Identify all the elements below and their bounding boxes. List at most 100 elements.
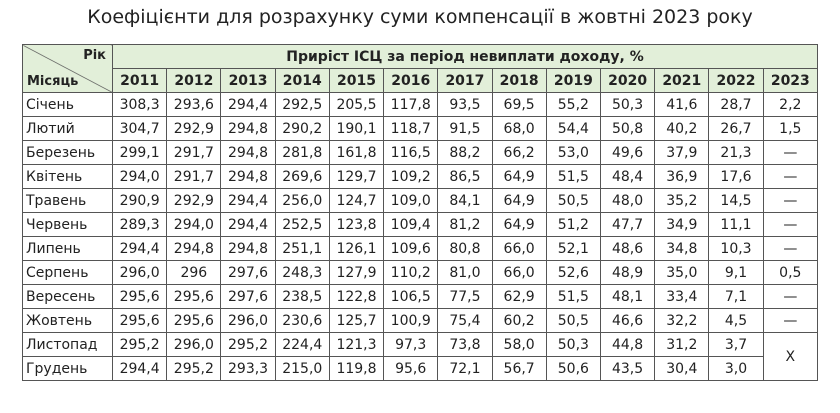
value-cell: 251,1 xyxy=(274,236,330,261)
value-cell: 109,6 xyxy=(383,236,439,261)
value-cell: 21,3 xyxy=(708,140,764,165)
value-cell: 294,4 xyxy=(220,212,276,237)
value-cell: 17,6 xyxy=(708,164,764,189)
value-cell: 294,0 xyxy=(111,164,168,189)
year-cell: 2015 xyxy=(328,68,385,93)
value-cell: 296,0 xyxy=(111,260,168,285)
value-cell: 47,7 xyxy=(599,212,656,237)
value-cell: 304,7 xyxy=(111,116,168,141)
value-cell: 126,1 xyxy=(328,236,385,261)
year-cell: 2018 xyxy=(491,68,547,93)
value-cell: 73,8 xyxy=(437,332,493,357)
value-cell: — xyxy=(762,140,819,165)
value-cell: 72,1 xyxy=(437,356,493,381)
value-cell: 127,9 xyxy=(328,260,385,285)
corner-top: Рік xyxy=(83,48,106,63)
value-cell: 56,7 xyxy=(491,356,547,381)
value-cell: 41,6 xyxy=(654,92,710,117)
merged-cell: Х xyxy=(762,332,819,381)
year-cell: 2023 xyxy=(762,68,819,93)
value-cell: 48,1 xyxy=(599,284,656,309)
value-cell: 291,7 xyxy=(166,140,222,165)
data-row: Лютий 304,7 292,9 294,8 290,2 190,1 118,7 91,5 6… xyxy=(22,116,819,141)
table-body: Рік Місяць Приріст ІСЦ за період невиплат… xyxy=(22,44,819,381)
value-cell: 31,2 xyxy=(654,332,710,357)
value-cell: 48,4 xyxy=(599,164,656,189)
value-cell: — xyxy=(762,236,819,261)
value-cell: 95,6 xyxy=(383,356,439,381)
value-cell: 281,8 xyxy=(274,140,330,165)
value-cell: 60,2 xyxy=(491,308,547,333)
value-cell: 295,2 xyxy=(111,332,168,357)
value-cell: 122,8 xyxy=(328,284,385,309)
month-cell: Жовтень xyxy=(22,308,113,333)
data-row: Грудень 294,4 295,2 293,3 215,0 119,8 95,6 72,1… xyxy=(22,356,818,381)
value-cell: 4,5 xyxy=(708,308,764,333)
value-cell: 49,6 xyxy=(599,140,656,165)
value-cell: 290,2 xyxy=(274,116,330,141)
value-cell: 109,4 xyxy=(383,212,439,237)
year-cell: 2012 xyxy=(166,68,222,93)
value-cell: 290,9 xyxy=(111,188,168,213)
value-cell: 3,7 xyxy=(708,332,764,357)
value-cell: — xyxy=(762,212,819,237)
value-cell: 292,9 xyxy=(166,188,222,213)
value-cell: 50,5 xyxy=(545,308,601,333)
value-cell: 294,8 xyxy=(220,116,276,141)
value-cell: 252,5 xyxy=(274,212,330,237)
year-cell: 2011 xyxy=(111,68,168,93)
value-cell: 308,3 xyxy=(111,92,168,117)
data-row: Червень 289,3 294,0 294,4 252,5 123,8 109,4 81,… xyxy=(22,212,819,237)
value-cell: 64,9 xyxy=(491,164,547,189)
year-cell: 2022 xyxy=(708,68,764,93)
value-cell: 37,9 xyxy=(654,140,710,165)
value-cell: 77,5 xyxy=(437,284,493,309)
value-cell: 66,2 xyxy=(491,140,547,165)
value-cell: 84,1 xyxy=(437,188,493,213)
value-cell: 295,2 xyxy=(220,332,276,357)
year-cell: 2021 xyxy=(654,68,710,93)
value-cell: 248,3 xyxy=(274,260,330,285)
value-cell: 118,7 xyxy=(383,116,439,141)
value-cell: 34,9 xyxy=(654,212,710,237)
value-cell: 294,4 xyxy=(111,356,168,381)
value-cell: 294,8 xyxy=(220,140,276,165)
value-cell: 296,0 xyxy=(166,332,222,357)
value-cell: 294,0 xyxy=(166,212,222,237)
month-cell: Вересень xyxy=(22,284,113,309)
value-cell: 50,6 xyxy=(545,356,601,381)
value-cell: 297,6 xyxy=(220,284,276,309)
value-cell: 109,0 xyxy=(383,188,439,213)
value-cell: 100,9 xyxy=(383,308,439,333)
value-cell: 68,0 xyxy=(491,116,547,141)
value-cell: 238,5 xyxy=(274,284,330,309)
value-cell: 293,6 xyxy=(166,92,222,117)
value-cell: 81,0 xyxy=(437,260,493,285)
value-cell: 0,5 xyxy=(762,260,819,285)
value-cell: 97,3 xyxy=(383,332,439,357)
month-cell: Грудень xyxy=(22,356,113,381)
data-row: Квітень 294,0 291,7 294,8 269,6 129,7 109,2 86,… xyxy=(22,164,819,189)
value-cell: 296 xyxy=(166,260,222,285)
value-cell: 48,9 xyxy=(599,260,656,285)
value-cell: 295,6 xyxy=(166,284,222,309)
year-cell: 2020 xyxy=(599,68,656,93)
value-cell: 1,5 xyxy=(762,116,819,141)
value-cell: 297,6 xyxy=(220,260,276,285)
value-cell: 40,2 xyxy=(654,116,710,141)
value-cell: — xyxy=(762,308,819,333)
value-cell: 294,4 xyxy=(111,236,168,261)
value-cell: 11,1 xyxy=(708,212,764,237)
corner-cell: Рік Місяць xyxy=(22,44,113,93)
value-cell: 224,4 xyxy=(274,332,330,357)
value-cell: — xyxy=(762,164,819,189)
data-row: Липень 294,4 294,8 294,8 251,1 126,1 109,6 80,8… xyxy=(22,236,819,261)
value-cell: 14,5 xyxy=(708,188,764,213)
value-cell: 294,4 xyxy=(220,188,276,213)
value-cell: 48,6 xyxy=(599,236,656,261)
value-cell: 299,1 xyxy=(111,140,168,165)
value-cell: 50,8 xyxy=(599,116,656,141)
value-cell: 109,2 xyxy=(383,164,439,189)
value-cell: 129,7 xyxy=(328,164,385,189)
